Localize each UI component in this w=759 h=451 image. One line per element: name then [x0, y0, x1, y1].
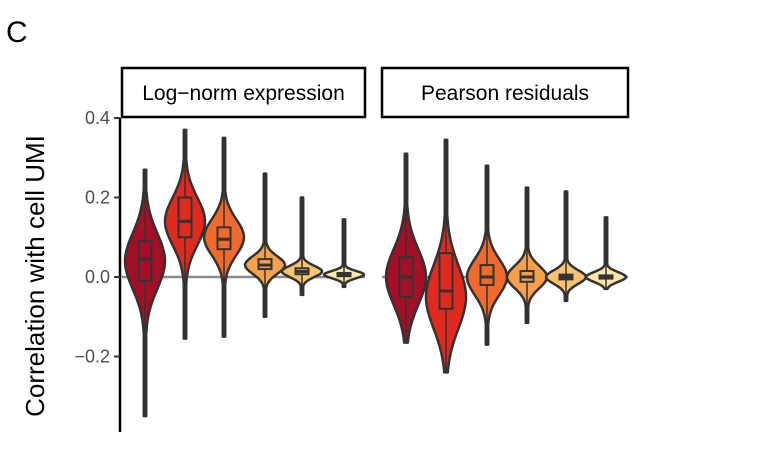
facet-strips: Log−norm expression Pearson residuals	[120, 66, 630, 119]
violin-group	[465, 164, 509, 346]
violin-group	[544, 190, 588, 303]
y-tick-label: 0.4	[85, 108, 110, 128]
facet-title: Pearson residuals	[421, 82, 589, 105]
violin-group	[322, 218, 366, 289]
violin-group	[163, 128, 207, 340]
violin-group	[243, 172, 287, 319]
violin-group	[384, 152, 428, 344]
box-iqr	[177, 196, 193, 239]
y-axis: 0.4 0.2 0.0 −0.2	[74, 108, 122, 433]
panel-letter: C	[6, 16, 28, 49]
facet-title: Log−norm expression	[142, 82, 345, 105]
facet-strip-box	[120, 66, 367, 119]
violin-group	[280, 196, 324, 297]
plot-area	[122, 128, 628, 418]
box-iqr	[137, 240, 153, 282]
facet-strip-box	[380, 66, 630, 119]
violin-group	[584, 216, 628, 291]
box-iqr	[438, 252, 454, 310]
violin-group	[123, 168, 167, 418]
y-tick-label: −0.2	[74, 347, 110, 367]
violin-group	[424, 138, 468, 374]
y-axis-title: Correlation with cell UMI	[20, 135, 50, 417]
box-iqr	[479, 264, 495, 286]
y-tick-label: 0.2	[85, 188, 110, 208]
violin-group	[505, 186, 549, 324]
y-tick-label: 0.0	[85, 267, 110, 287]
violin-group	[202, 136, 246, 338]
